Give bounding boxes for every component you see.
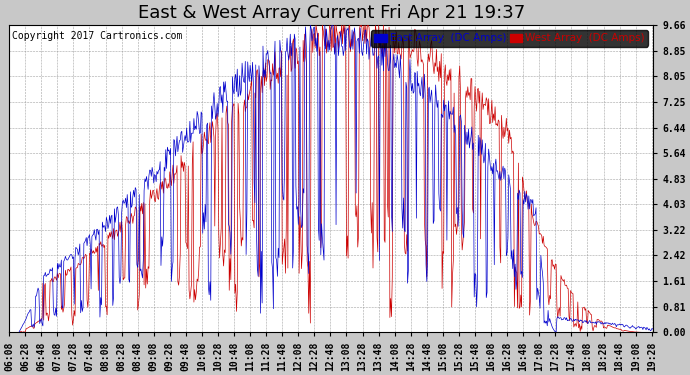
Text: Copyright 2017 Cartronics.com: Copyright 2017 Cartronics.com — [12, 31, 183, 41]
Title: East & West Array Current Fri Apr 21 19:37: East & West Array Current Fri Apr 21 19:… — [137, 4, 525, 22]
Legend: East Array  (DC Amps), West Array  (DC Amps): East Array (DC Amps), West Array (DC Amp… — [371, 30, 648, 46]
